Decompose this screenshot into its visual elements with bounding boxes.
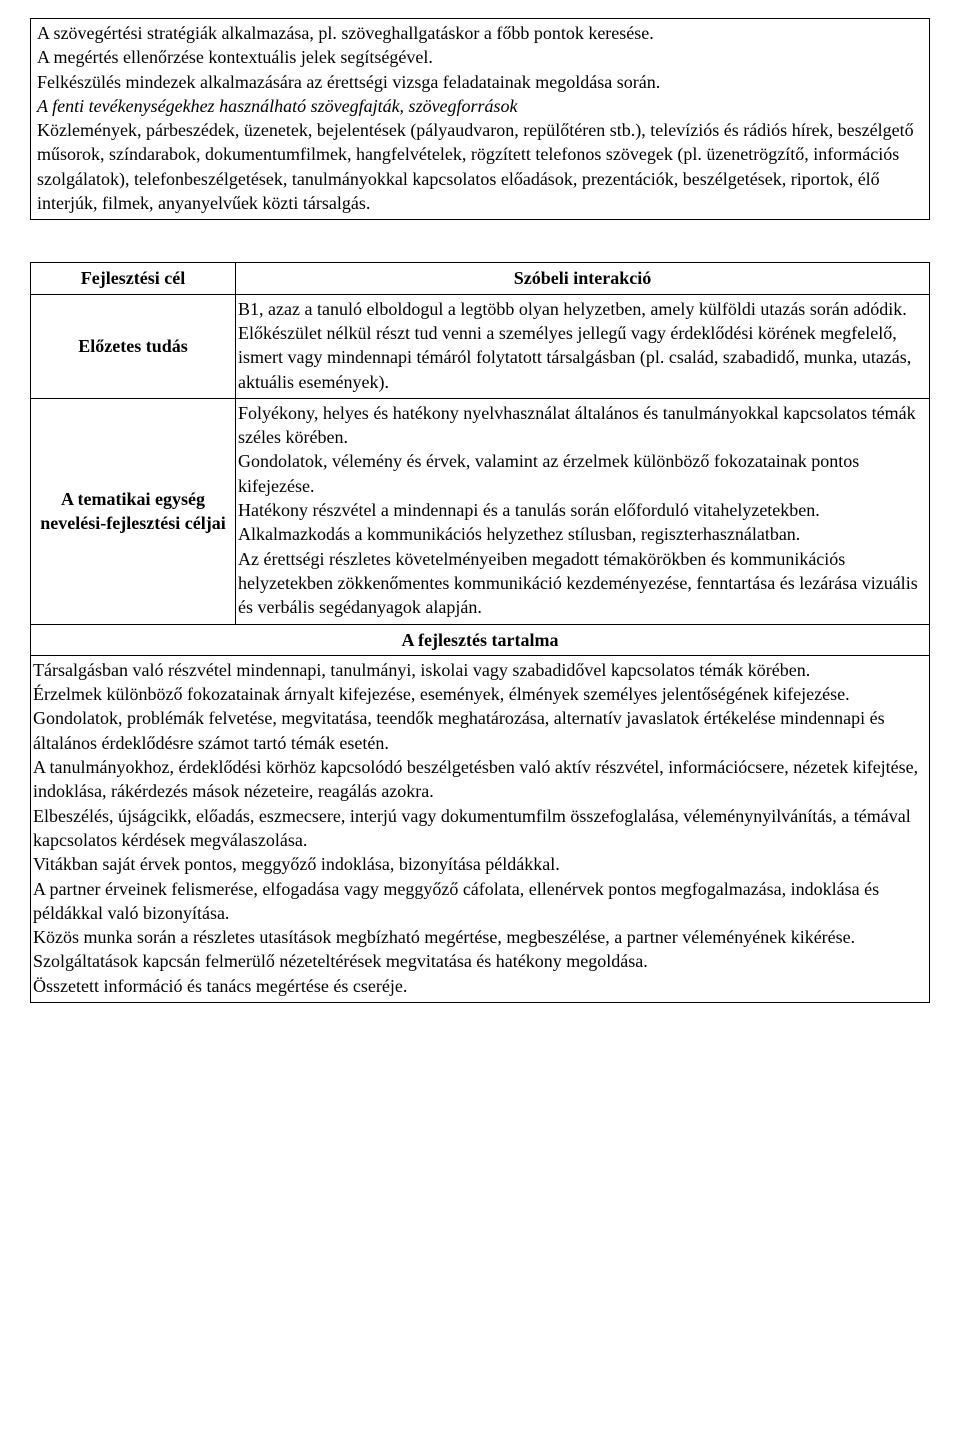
row2-p2: Gondolatok, vélemény és érvek, valamint … [238,449,927,498]
header-left: Fejlesztési cél [31,263,236,294]
body-p3: Gondolatok, problémák felvetése, megvita… [33,706,927,755]
spacer [30,220,930,262]
body-p5: Elbeszélés, újságcikk, előadás, eszmecse… [33,804,927,853]
top-content-table: A szövegértési stratégiák alkalmazása, p… [30,18,930,220]
t1-para3: Felkészülés mindezek alkalmazására az ér… [37,70,923,94]
main-curriculum-table: Fejlesztési cél Szóbeli interakció Előze… [30,262,930,1003]
row1-p2: Előkészület nélkül részt tud venni a sze… [238,321,927,394]
body-p8: Közös munka során a részletes utasítások… [33,925,927,949]
row2-p1: Folyékony, helyes és hatékony nyelvhaszn… [238,401,927,450]
body-p4: A tanulmányokhoz, érdeklődési körhöz kap… [33,755,927,804]
t1-italic-subtitle: A fenti tevékenységekhez használható szö… [37,94,923,118]
row2-p4: Alkalmazkodás a kommunikációs helyzethez… [238,522,927,546]
body-p6: Vitákban saját érvek pontos, meggyőző in… [33,852,927,876]
body-p10: Összetett információ és tanács megértése… [33,974,927,998]
row2-label: A tematikai egység nevelési-fejlesztési … [31,398,236,624]
top-content-cell: A szövegértési stratégiák alkalmazása, p… [31,19,930,220]
body-p7: A partner érveinek felismerése, elfogadá… [33,877,927,926]
body-p1: Társalgásban való részvétel mindennapi, … [33,658,927,682]
body-p2: Érzelmek különböző fokozatainak árnyalt … [33,682,927,706]
row2-content: Folyékony, helyes és hatékony nyelvhaszn… [236,398,930,624]
header-right: Szóbeli interakció [236,263,930,294]
body-content-cell: Társalgásban való részvétel mindennapi, … [31,655,930,1002]
row1-content: B1, azaz a tanuló elboldogul a legtöbb o… [236,294,930,398]
section-title: A fejlesztés tartalma [31,624,930,655]
row2-p5: Az érettségi részletes követelményeiben … [238,547,927,620]
t1-para1: A szövegértési stratégiák alkalmazása, p… [37,21,923,45]
row1-label: Előzetes tudás [31,294,236,398]
t1-para2: A megértés ellenőrzése kontextuális jele… [37,45,923,69]
t1-para4: Közlemények, párbeszédek, üzenetek, beje… [37,118,923,215]
row2-p3: Hatékony részvétel a mindennapi és a tan… [238,498,927,522]
row1-p1: B1, azaz a tanuló elboldogul a legtöbb o… [238,297,927,321]
body-p9: Szolgáltatások kapcsán felmerülő nézetel… [33,949,927,973]
